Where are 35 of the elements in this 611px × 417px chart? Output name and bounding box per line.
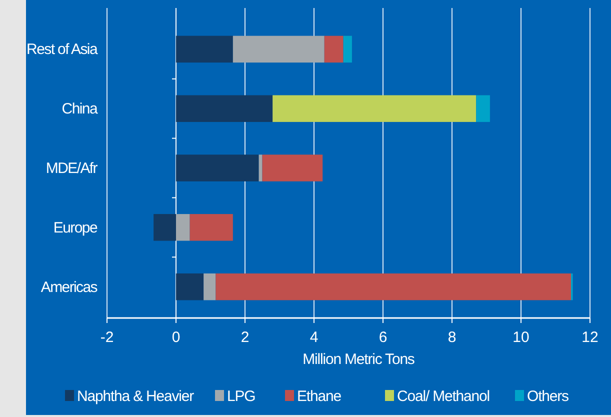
bar	[176, 273, 204, 300]
x-tick-label: 10	[512, 329, 530, 346]
x-tick-label: 2	[240, 329, 250, 346]
bar	[232, 36, 324, 63]
legend-label: Naphtha & Heavier	[77, 388, 194, 405]
y-tick-label: Americas	[40, 278, 98, 296]
y-tick-label: Rest of Asia	[26, 41, 98, 58]
bar	[176, 36, 233, 63]
bar	[476, 95, 490, 122]
x-tick-label: 12	[582, 329, 598, 346]
legend-label: Others	[527, 388, 569, 405]
x-tick-label: 8	[448, 329, 456, 346]
x-axis-title: Million Metric Tons	[302, 351, 414, 368]
bar	[176, 154, 259, 182]
y-tick-label: China	[62, 100, 98, 118]
bar	[324, 36, 344, 63]
bar	[272, 95, 476, 122]
bar	[262, 154, 323, 182]
x-tick-label: 4	[310, 329, 318, 346]
y-tick-label: Europe	[53, 219, 98, 236]
bar	[216, 273, 572, 300]
bar	[176, 95, 273, 122]
x-tick-label: 0	[172, 329, 180, 346]
x-tick-label: -2	[100, 329, 114, 346]
bar	[204, 273, 216, 300]
bar	[154, 214, 176, 241]
bar	[190, 214, 233, 241]
y-tick-label: MDE/Afr	[46, 160, 98, 177]
legend-label: Ethane	[297, 388, 342, 405]
legend-label: LPG	[227, 388, 256, 405]
bar	[176, 214, 190, 241]
bar	[343, 36, 352, 63]
x-tick-label: 6	[378, 329, 388, 346]
bar	[258, 154, 262, 182]
legend-label: Coal/ Methanol	[397, 388, 490, 405]
